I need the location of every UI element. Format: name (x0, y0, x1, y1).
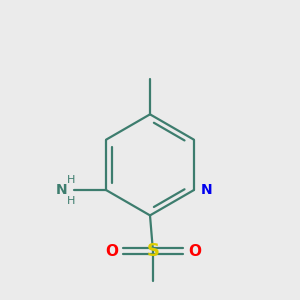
Text: N: N (56, 183, 67, 197)
Text: H: H (67, 175, 75, 185)
Text: O: O (188, 244, 201, 259)
Text: O: O (105, 244, 118, 259)
Text: H: H (67, 196, 75, 206)
Text: N: N (200, 183, 212, 197)
Text: S: S (146, 242, 160, 260)
